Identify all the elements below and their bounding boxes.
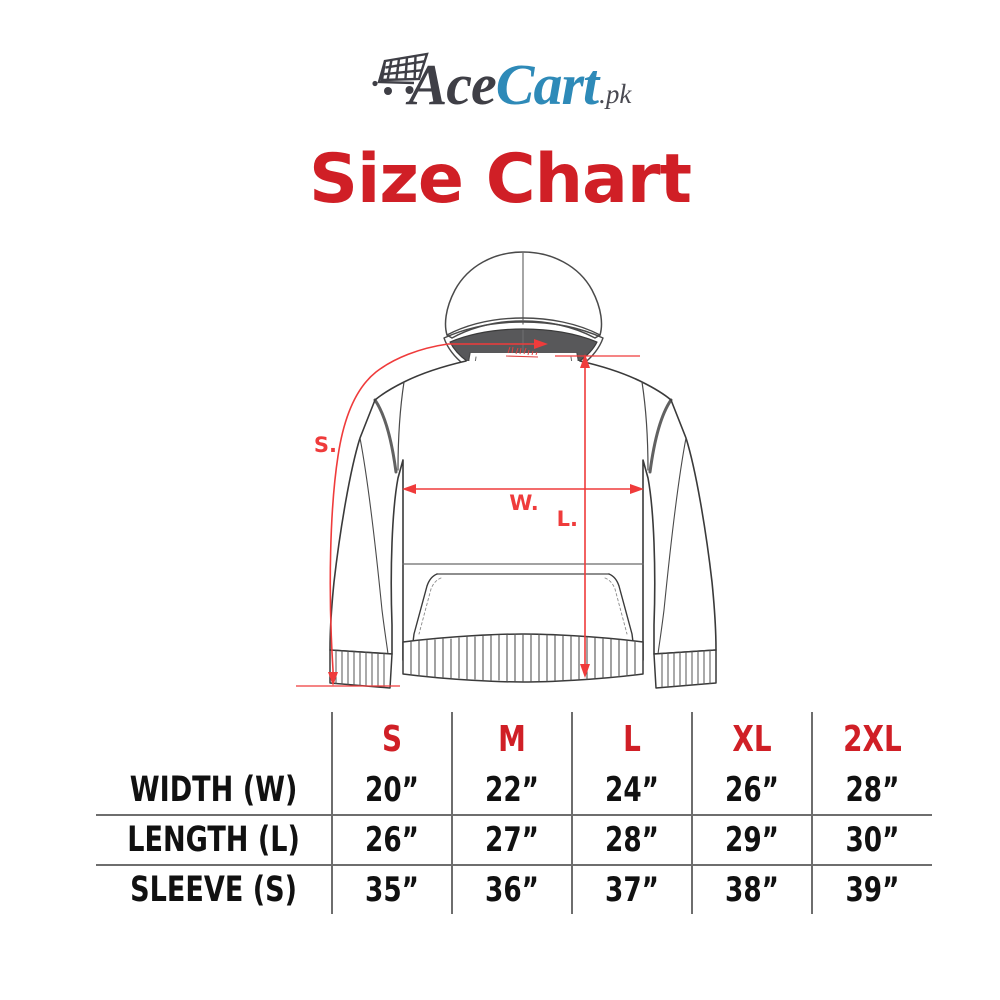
cell-width-l: 24” — [580, 766, 685, 816]
page-title: Size Chart — [309, 140, 692, 219]
brand-tld: .pk — [599, 79, 632, 109]
row-label-sleeve: SLEEVE (S) — [112, 865, 317, 914]
brand-logo: Ace Cart .pk — [0, 44, 1000, 114]
cell-sleeve-2xl: 39” — [845, 870, 900, 910]
cell-length-l: 28” — [580, 815, 685, 866]
width-measure-label: W. — [509, 491, 538, 515]
cell-width-xl: 26” — [700, 766, 805, 816]
table-header-s: S — [340, 712, 445, 766]
table-corner-cell — [112, 712, 317, 766]
cell-length-xl: 29” — [700, 815, 805, 866]
shopping-cart-icon — [369, 50, 431, 100]
brand-name-cart: Cart — [495, 52, 599, 117]
cell-sleeve-xl: 38” — [700, 865, 805, 914]
cell-sleeve-s: 35” — [340, 865, 445, 914]
table-row: LENGTH (L) 26” 27” 28” 29” 30” — [96, 815, 932, 866]
cell-length-s: 26” — [340, 815, 445, 866]
table-header-row: S M L XL 2XL — [96, 712, 932, 766]
length-measure-label: L. — [557, 507, 578, 531]
cell-width-2xl: 28” — [820, 766, 924, 816]
cell-sleeve-l: 37” — [580, 865, 685, 914]
cell-length-m: 27” — [460, 815, 565, 866]
cell-sleeve-m: 36” — [460, 865, 565, 914]
size-chart-table: S M L XL 2XL WIDTH (W) 20” 22” 24” 26” 2… — [96, 712, 932, 914]
sleeve-measure-label: S. — [314, 433, 337, 457]
table-header-l: L — [580, 712, 685, 766]
table-row: WIDTH (W) 20” 22” 24” 26” 28” — [96, 766, 932, 816]
table-header-m: M — [460, 712, 565, 766]
row-label-length: LENGTH (L) — [112, 815, 317, 866]
row-label-width: WIDTH (W) — [112, 766, 317, 816]
hoodie-illustration: S. W. L. — [0, 230, 1000, 700]
table-header-2xl: 2XL — [843, 718, 902, 760]
cell-width-m: 22” — [460, 766, 565, 816]
table-row: SLEEVE (S) 35” 36” 37” 38” 39” — [96, 865, 932, 914]
cell-width-s: 20” — [340, 766, 445, 816]
cell-length-2xl: 30” — [820, 815, 924, 866]
table-header-xl: XL — [700, 712, 805, 766]
